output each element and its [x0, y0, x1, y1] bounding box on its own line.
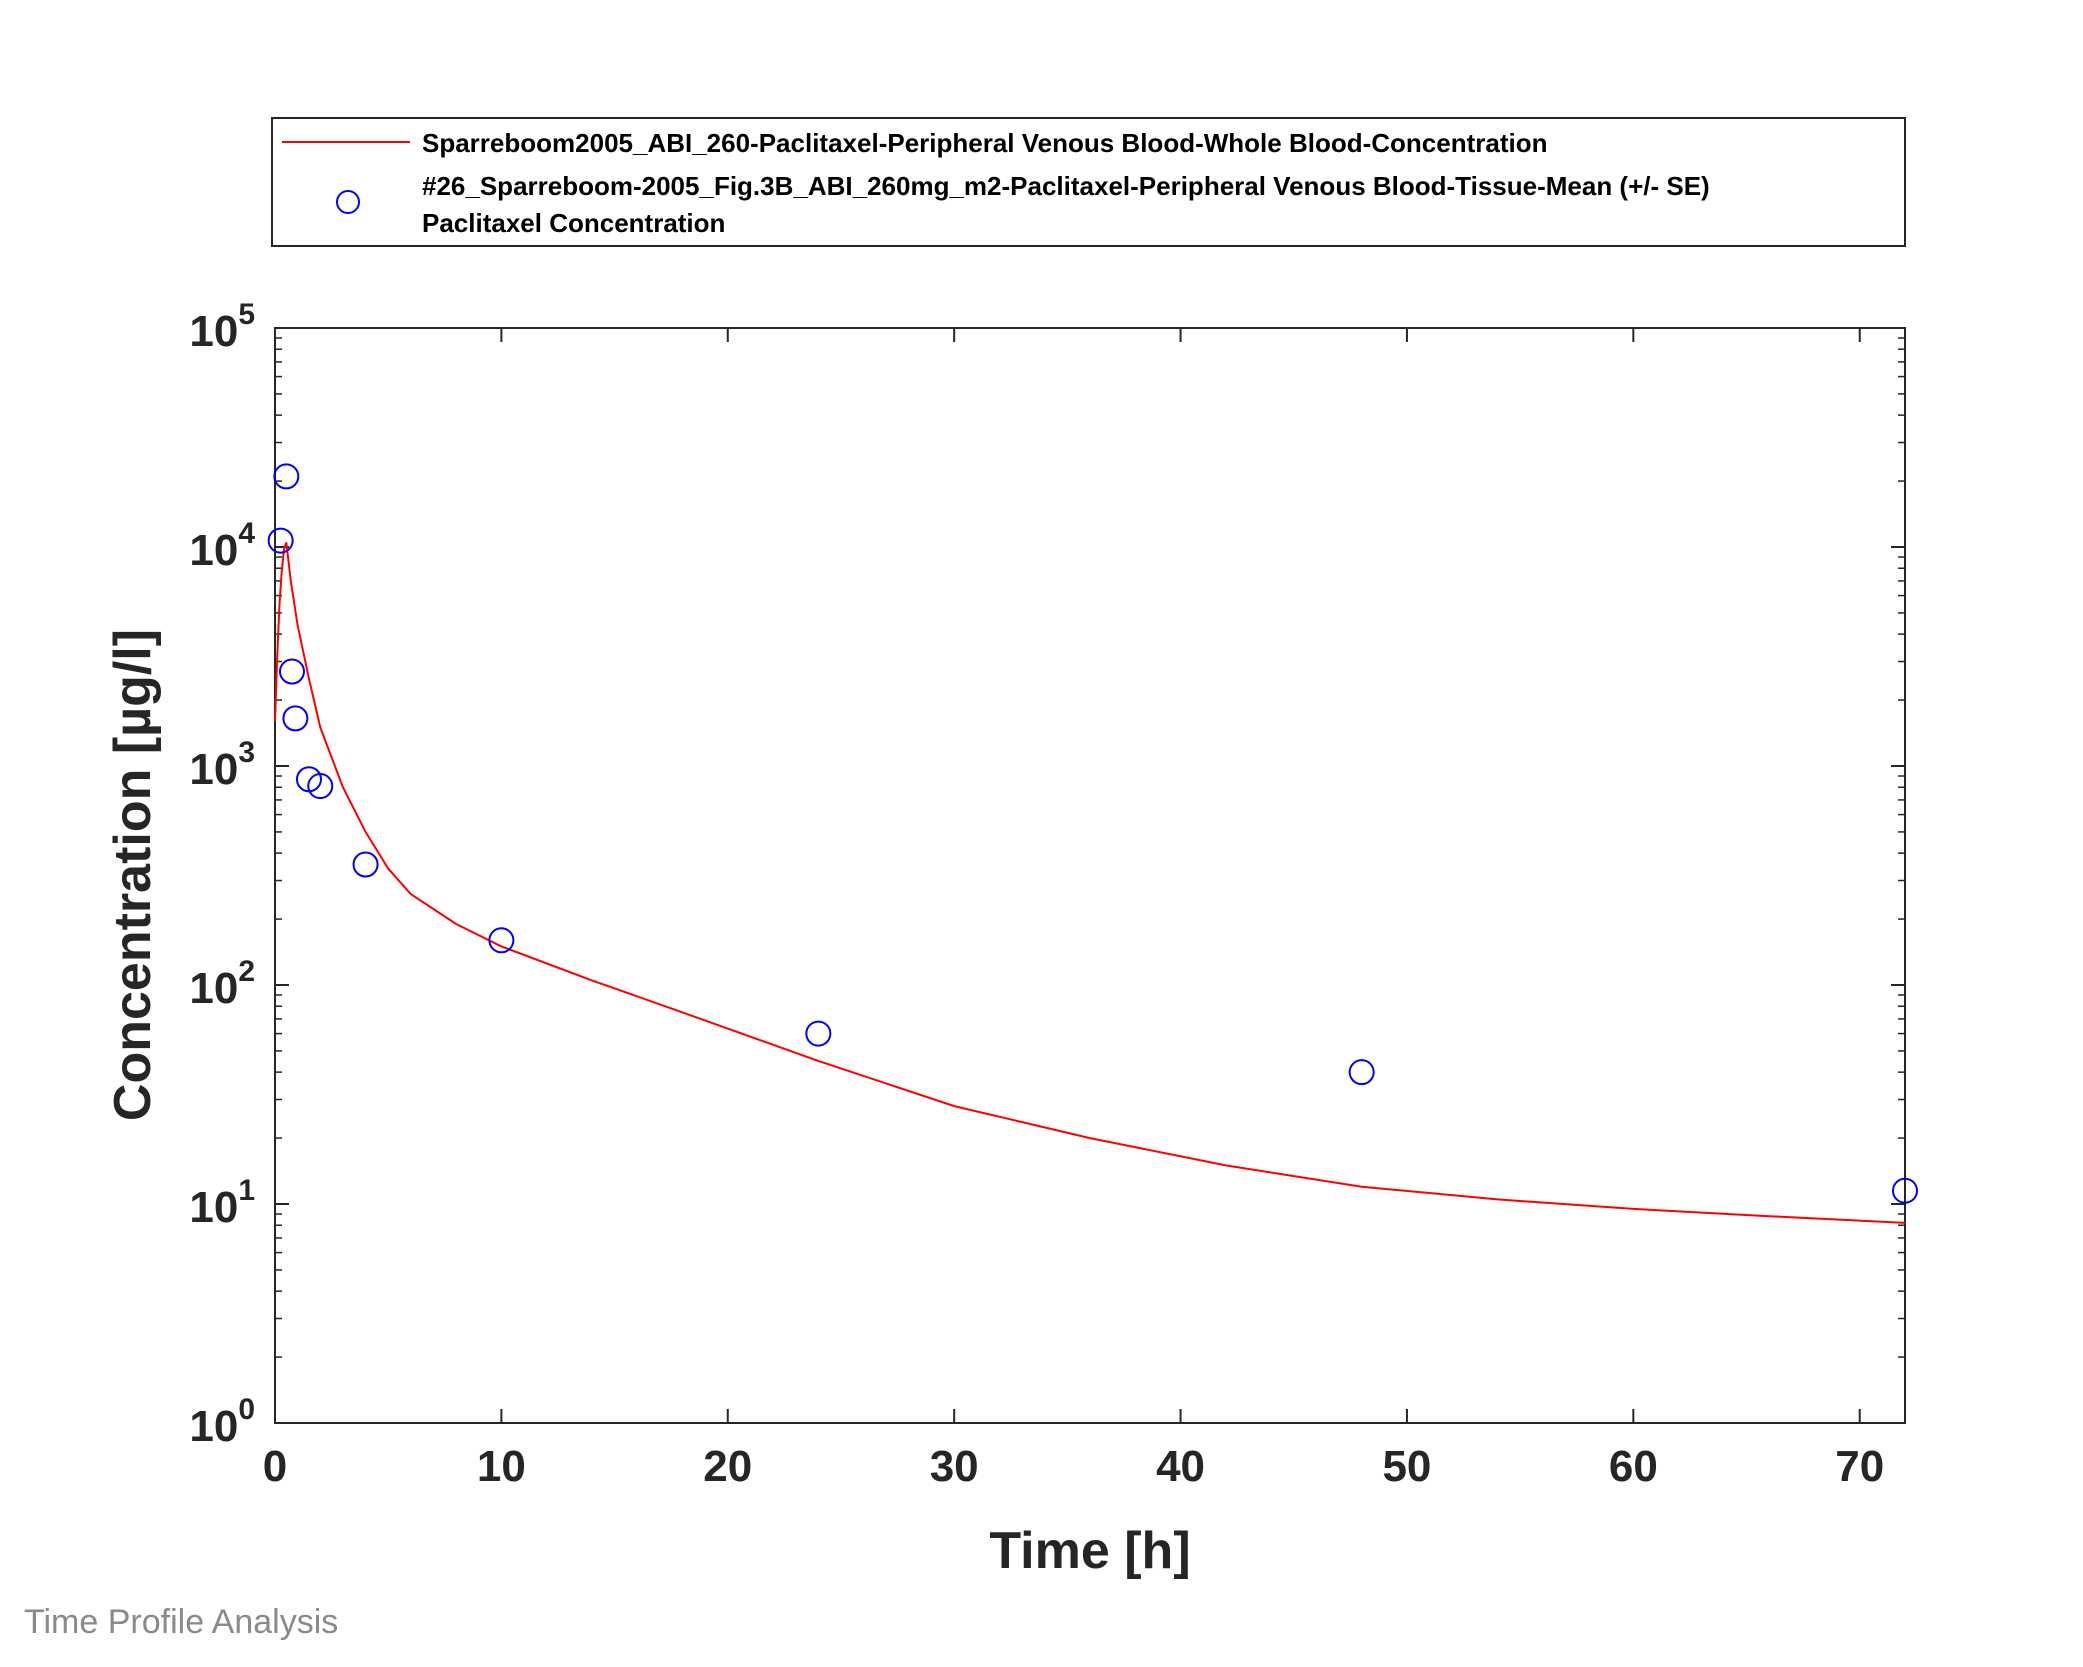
legend-entry-simulation: Sparreboom2005_ABI_260-Paclitaxel-Periph… [422, 128, 1547, 158]
axis-ticks [274, 327, 1905, 1424]
footer-label: Time Profile Analysis [24, 1603, 339, 1641]
x-tick-label: 0 [263, 1442, 287, 1491]
observed-data-point [805, 1020, 832, 1047]
y-tick-label: 104 [189, 517, 255, 575]
observed-data-point [282, 705, 309, 732]
y-tick-label: 100 [189, 1393, 255, 1451]
observed-data-point [307, 773, 334, 800]
x-tick-label: 70 [1835, 1442, 1884, 1491]
simulation-line [274, 542, 1906, 1224]
observed-data-point [1892, 1177, 1918, 1204]
x-tick-label: 60 [1609, 1442, 1658, 1491]
series-layer [267, 463, 1918, 1224]
y-axis-title: Concentration [µg/l] [104, 629, 162, 1121]
y-tick-label: 105 [189, 298, 255, 356]
x-tick-label: 40 [1156, 1442, 1205, 1491]
observed-data-point [267, 527, 294, 554]
observed-data-point [278, 658, 305, 685]
y-tick-label: 103 [189, 736, 255, 794]
observed-data-point [488, 927, 515, 954]
observed-data-point [352, 851, 379, 878]
legend-entry-observed-line1: #26_Sparreboom-2005_Fig.3B_ABI_260mg_m2-… [422, 171, 1710, 201]
legend-box [271, 117, 1906, 247]
x-tick-label: 50 [1382, 1442, 1431, 1491]
x-axis-title: Time [h] [989, 1522, 1190, 1580]
x-tick-label: 20 [703, 1442, 752, 1491]
axis-tick-labels: 0 10 20 30 40 50 60 70 100 101 102 103 104 105 [189, 298, 1884, 1491]
observed-data-point [1348, 1059, 1375, 1086]
y-tick-label: 101 [189, 1174, 255, 1232]
legend-circle-sample [336, 190, 360, 214]
x-tick-label: 10 [477, 1442, 526, 1491]
y-tick-label: 102 [189, 955, 255, 1013]
legend: Sparreboom2005_ABI_260-Paclitaxel-Periph… [271, 117, 1906, 247]
observed-data-point [273, 463, 300, 490]
legend-entry-observed-line2: Paclitaxel Concentration [422, 208, 725, 238]
x-tick-label: 30 [930, 1442, 979, 1491]
plot-area [274, 327, 1906, 1424]
